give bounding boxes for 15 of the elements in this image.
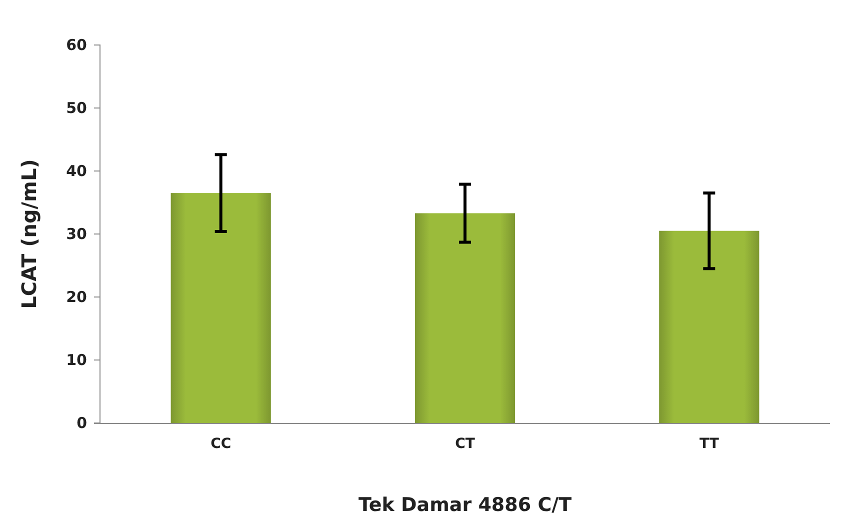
bar (170, 193, 271, 423)
x-tick-label: TT (699, 436, 720, 452)
y-axis-title: LCAT (ng/mL) (17, 159, 41, 309)
y-tick-label: 60 (66, 36, 87, 54)
y-tick-label: 50 (66, 98, 87, 117)
y-tick-label: 30 (66, 224, 87, 243)
y-tick-label: 20 (66, 288, 87, 306)
bar (659, 230, 760, 423)
y-tick-label: 40 (66, 162, 87, 180)
x-axis-title: Tek Damar 4886 C/T (358, 494, 572, 516)
y-tick-label: 10 (66, 350, 87, 369)
y-tick-label: 0 (76, 414, 87, 432)
x-tick-label: CC (210, 436, 232, 452)
bar (414, 213, 516, 423)
x-tick-label: CT (455, 436, 476, 452)
